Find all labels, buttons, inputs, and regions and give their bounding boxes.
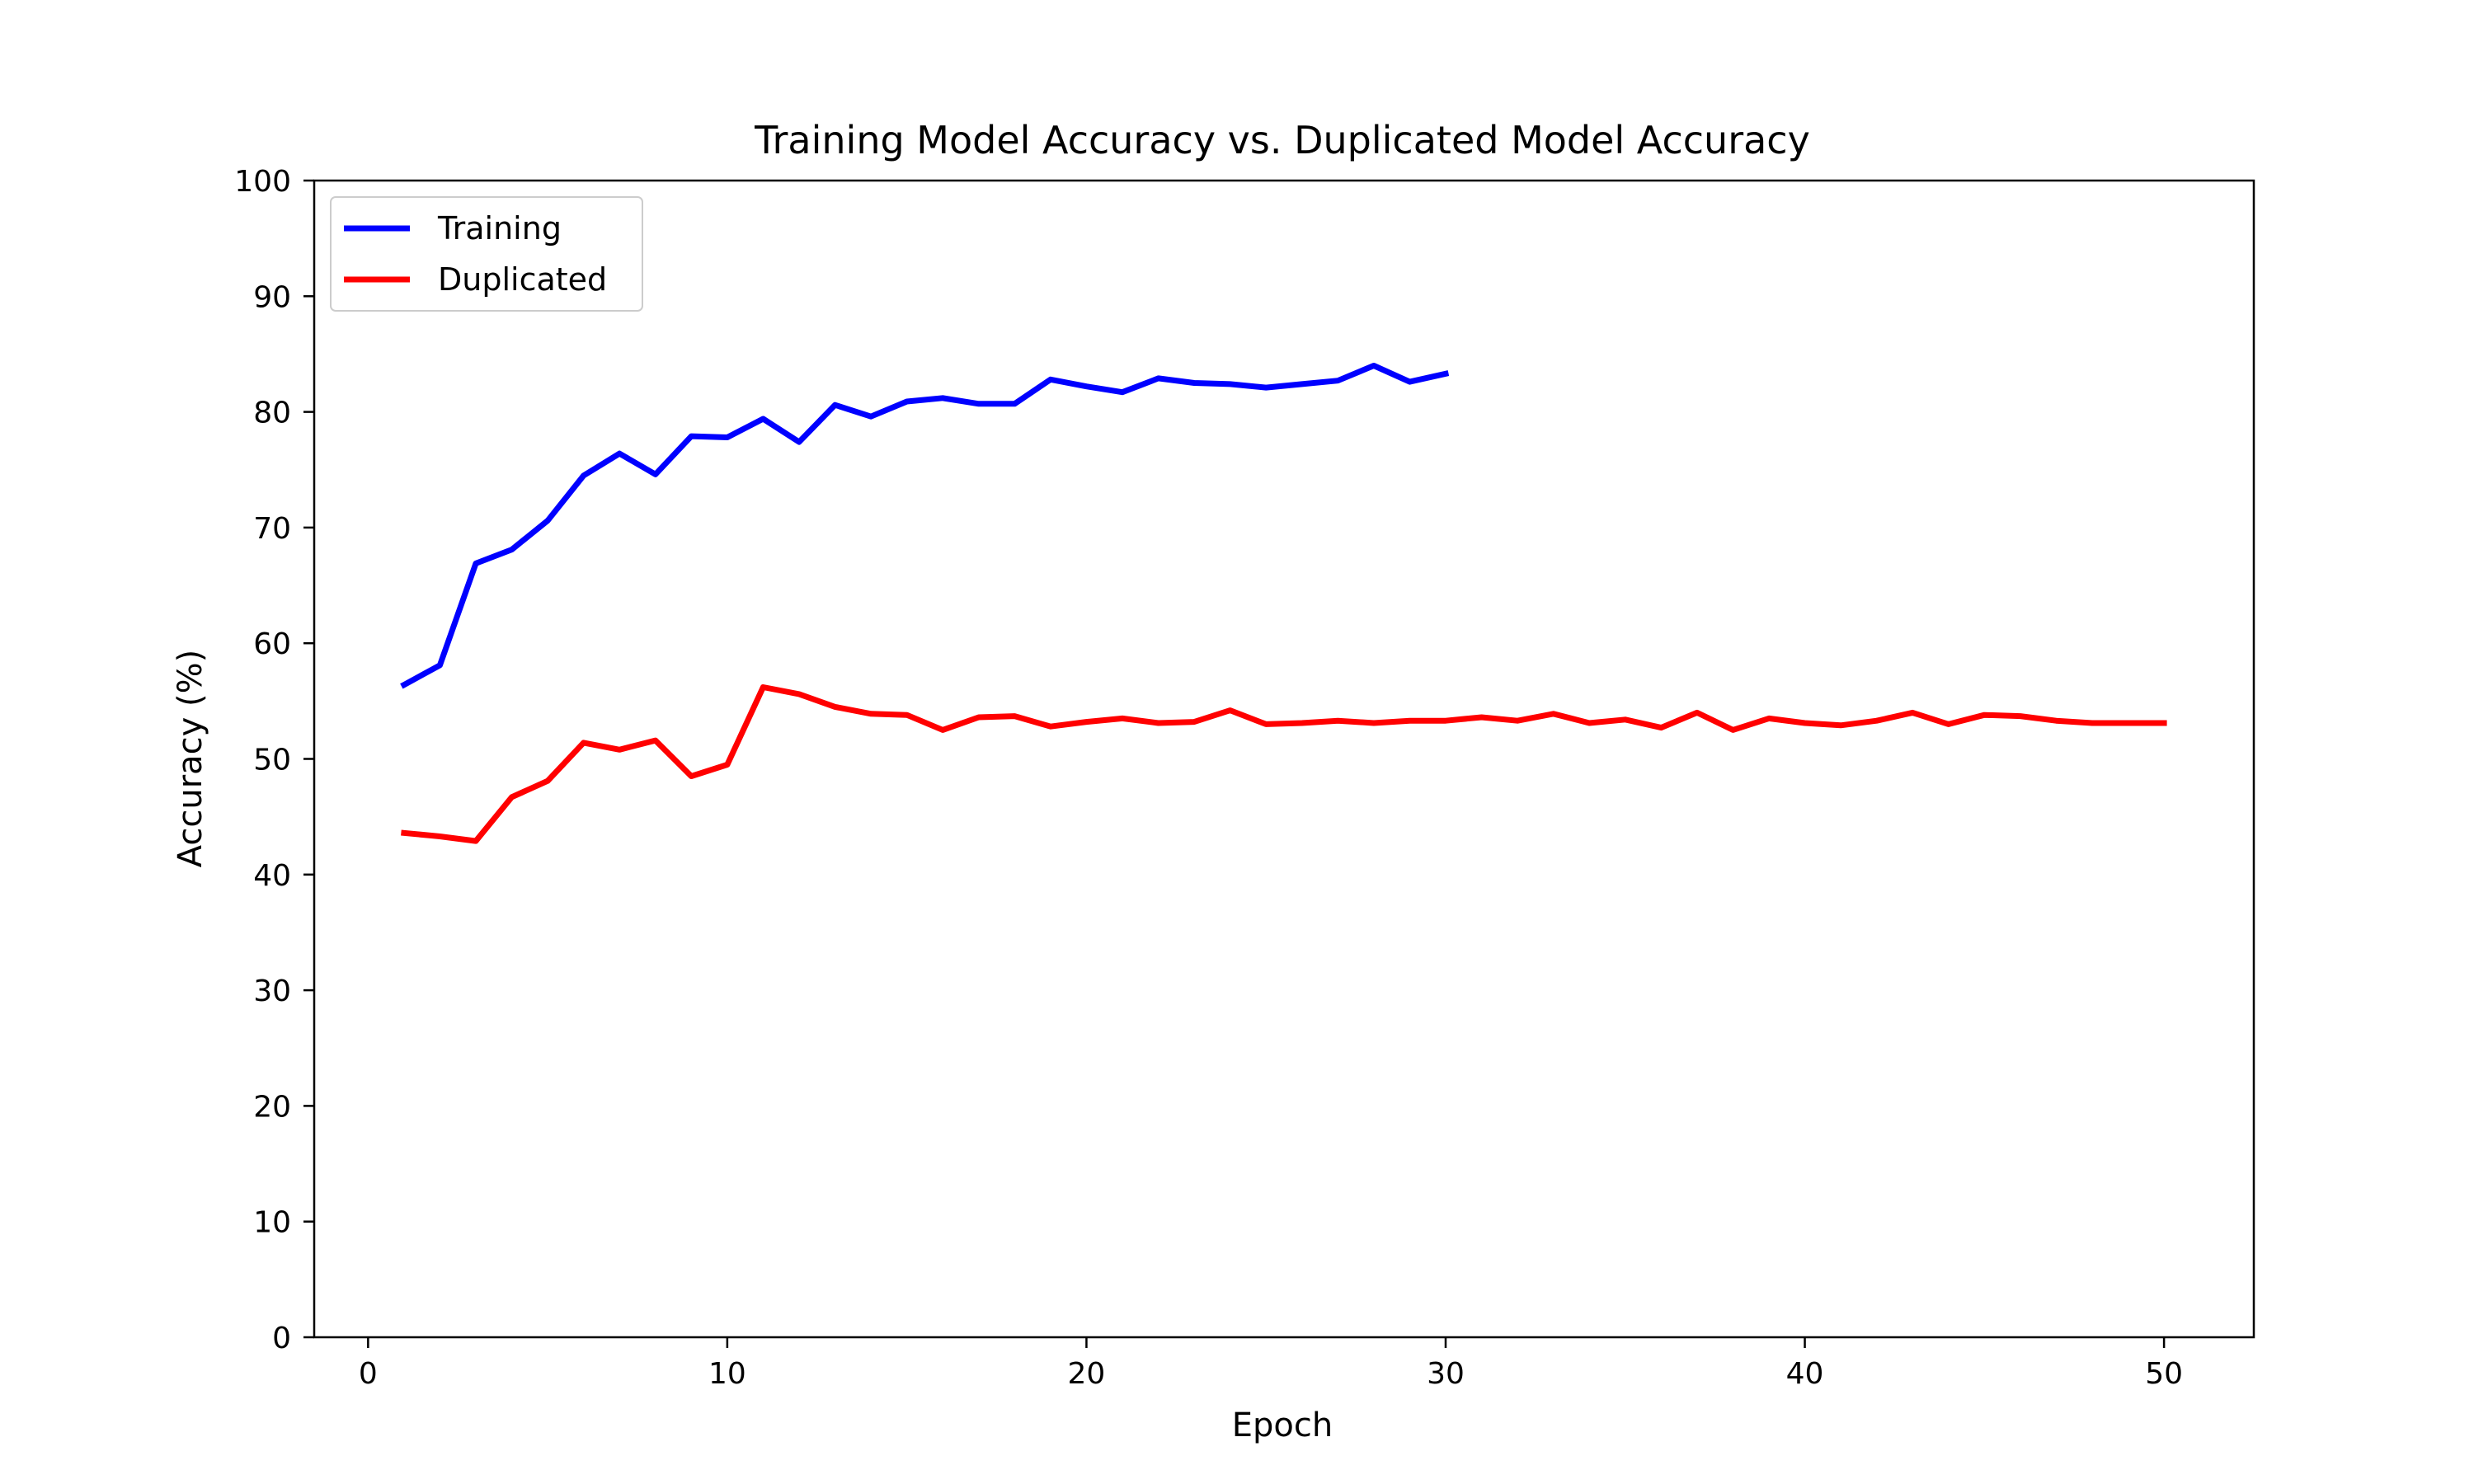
x-tick-label: 10 [708,1357,746,1391]
x-tick-label: 40 [1786,1357,1824,1391]
series-line-training [400,363,1450,689]
x-tick-label: 50 [2145,1357,2183,1391]
y-axis: 0 10 20 30 40 50 60 70 80 90 100 [234,165,314,1355]
y-tick-label: 80 [253,397,291,430]
y-tick-label: 70 [253,512,291,546]
chart-title: Training Model Accuracy vs. Duplicated M… [754,118,1810,162]
x-axis-label: Epoch [1232,1407,1333,1444]
y-tick-label: 90 [253,280,291,314]
y-tick-label: 0 [272,1322,291,1355]
x-tick-label: 0 [359,1357,378,1391]
legend: Training Duplicated [330,196,643,312]
x-tick-label: 20 [1068,1357,1106,1391]
plot-area [313,179,2255,1339]
y-tick-label: 100 [234,165,291,199]
x-tick-label: 30 [1427,1357,1465,1391]
legend-label-duplicated: Duplicated [438,261,607,298]
y-tick-label: 40 [253,859,291,893]
y-tick-label: 20 [253,1090,291,1124]
y-tick-label: 30 [253,974,291,1008]
x-axis: 0 10 20 30 40 50 [359,1337,2183,1391]
y-tick-label: 50 [253,744,291,777]
y-tick-label: 10 [253,1206,291,1240]
y-axis-label: Accuracy (%) [172,650,209,868]
y-tick-label: 60 [253,627,291,661]
series-line-duplicated [401,684,2167,844]
legend-label-training: Training [437,210,562,247]
plot-frame [313,179,2255,1339]
